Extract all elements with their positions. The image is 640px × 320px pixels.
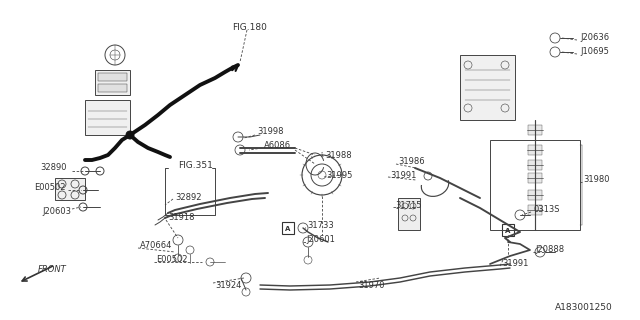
Text: J20601: J20601 bbox=[306, 236, 335, 244]
Bar bbox=[460, 55, 515, 120]
Text: 31715: 31715 bbox=[395, 201, 422, 210]
Text: 31970: 31970 bbox=[358, 281, 385, 290]
Text: E00502: E00502 bbox=[34, 183, 65, 193]
Text: J20603: J20603 bbox=[42, 207, 71, 217]
Text: 31991: 31991 bbox=[502, 260, 529, 268]
Bar bbox=[528, 190, 542, 200]
Bar bbox=[502, 224, 514, 236]
Text: 31995: 31995 bbox=[326, 171, 353, 180]
Text: FIG.351: FIG.351 bbox=[178, 161, 213, 170]
Bar bbox=[85, 100, 130, 135]
Bar bbox=[98, 73, 127, 81]
Text: 31918: 31918 bbox=[168, 213, 195, 222]
Text: E00502: E00502 bbox=[156, 255, 188, 265]
Text: 31991: 31991 bbox=[390, 171, 417, 180]
Text: 31988: 31988 bbox=[325, 150, 351, 159]
Bar bbox=[98, 84, 127, 92]
Text: 32892: 32892 bbox=[175, 193, 202, 202]
Text: 31980: 31980 bbox=[583, 175, 609, 185]
Bar bbox=[282, 222, 294, 234]
Text: J10695: J10695 bbox=[580, 47, 609, 57]
Text: J20888: J20888 bbox=[535, 245, 564, 254]
Bar bbox=[398, 198, 420, 230]
Text: A183001250: A183001250 bbox=[555, 302, 612, 311]
Text: FIG.180: FIG.180 bbox=[232, 23, 267, 33]
Text: 31924: 31924 bbox=[215, 282, 241, 291]
Text: 31733: 31733 bbox=[307, 220, 333, 229]
Text: A6086: A6086 bbox=[264, 141, 291, 150]
Bar bbox=[528, 145, 542, 155]
Text: FRONT: FRONT bbox=[38, 266, 67, 275]
Text: A: A bbox=[506, 228, 511, 234]
Bar bbox=[55, 178, 85, 200]
Text: J20636: J20636 bbox=[580, 34, 609, 43]
Text: 32890: 32890 bbox=[40, 164, 67, 172]
Text: A: A bbox=[285, 226, 291, 232]
Bar bbox=[528, 160, 542, 170]
Text: 31986: 31986 bbox=[398, 157, 424, 166]
Bar bbox=[490, 140, 580, 230]
Text: 0313S: 0313S bbox=[533, 205, 559, 214]
Bar bbox=[95, 70, 130, 95]
Bar bbox=[528, 125, 542, 135]
Text: A70664: A70664 bbox=[140, 242, 172, 251]
Bar bbox=[528, 173, 542, 183]
Bar bbox=[528, 205, 542, 215]
Circle shape bbox=[126, 131, 134, 139]
Text: 31998: 31998 bbox=[257, 127, 284, 137]
